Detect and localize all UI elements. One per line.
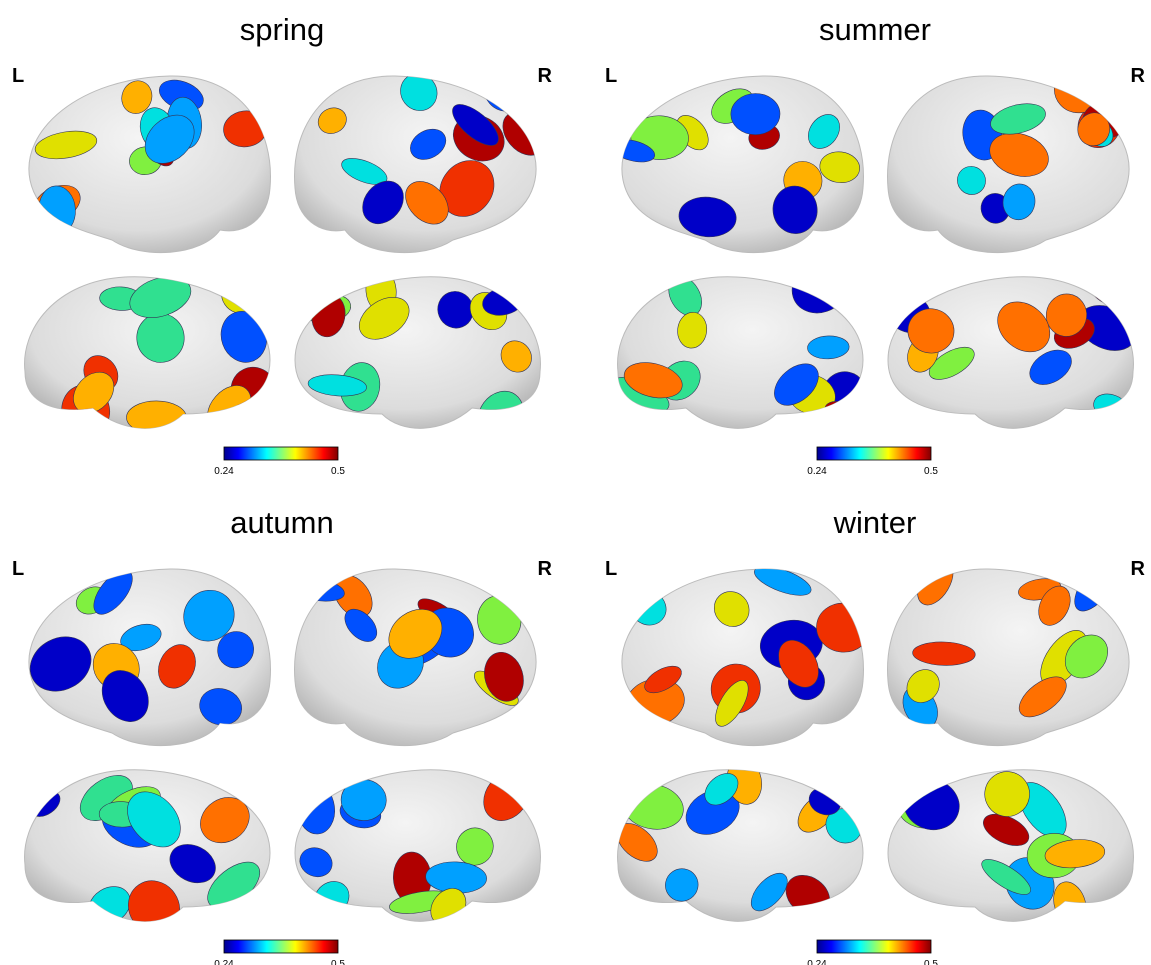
brain-surface [875, 263, 1143, 428]
brain-surface [888, 552, 1130, 745]
colorbar-min-label: 0.24 [214, 466, 234, 477]
colorbar-max-label: 0.5 [331, 466, 345, 477]
brain-surface [28, 74, 271, 252]
brain-surface [609, 76, 864, 253]
brain-surface [610, 755, 868, 924]
panel: spring L R 0.24 0.5 [12, 12, 553, 477]
colorbar-min-label: 0.24 [807, 466, 827, 477]
colorbar-min-label: 0.24 [214, 959, 234, 965]
brain-surface [295, 55, 553, 253]
brain-surface [621, 560, 873, 745]
colorbar [817, 447, 931, 460]
hemisphere-label: R [538, 65, 553, 87]
hemisphere-label: L [12, 558, 24, 580]
region [126, 401, 186, 435]
colorbar-max-label: 0.5 [924, 466, 938, 477]
panel-title: autumn [230, 505, 333, 540]
colorbar [817, 940, 931, 953]
brain-surface [888, 47, 1130, 253]
figure: spring L R 0.24 0.5 summer L R 0.24 0.5 autumn L R 0.… [0, 0, 1151, 965]
region [730, 93, 780, 135]
hemisphere-label: L [605, 558, 617, 580]
panel: winter L R 0.24 0.5 [605, 505, 1146, 965]
hemisphere-label: R [538, 558, 553, 580]
hemisphere-label: R [1131, 558, 1146, 580]
brain-surface [21, 564, 271, 746]
brain-surface [607, 257, 876, 444]
brain-surface [286, 568, 536, 746]
hemisphere-label: L [605, 65, 617, 87]
brain-surface [294, 762, 541, 932]
panel-title: spring [240, 12, 324, 47]
hemisphere-label: L [12, 65, 24, 87]
panel-title: winter [833, 505, 917, 540]
hemisphere-label: R [1131, 65, 1146, 87]
colorbar-max-label: 0.5 [331, 959, 345, 965]
cortex [622, 569, 864, 746]
panel: autumn L R 0.24 0.5 [12, 505, 553, 965]
colorbar-max-label: 0.5 [924, 959, 938, 965]
colorbar [224, 940, 338, 953]
colorbar [224, 447, 338, 460]
brain-surface [888, 763, 1133, 931]
colorbar-min-label: 0.24 [807, 959, 827, 965]
panel: summer L R 0.24 0.5 [605, 12, 1146, 477]
brain-surface [295, 268, 540, 448]
brain-surface [25, 269, 282, 442]
panel-title: summer [819, 12, 931, 47]
brain-surface [25, 766, 270, 944]
